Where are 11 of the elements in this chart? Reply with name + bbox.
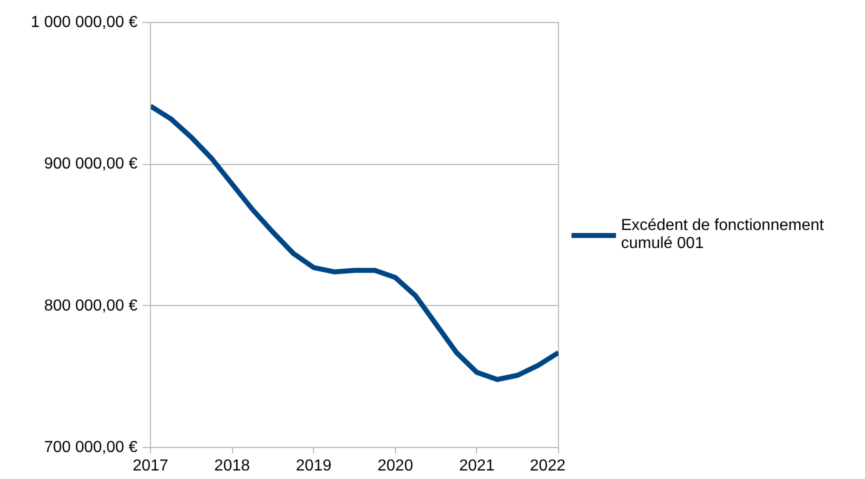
- x-tick-label: 2020: [378, 458, 414, 474]
- legend-label: Excédent de fonctionnement cumulé 001: [621, 216, 824, 252]
- x-tick-label: 2019: [296, 458, 332, 474]
- y-tick-label: 800 000,00 €: [44, 297, 138, 314]
- x-tick-label: 2021: [459, 458, 495, 474]
- y-tick-label: 900 000,00 €: [44, 156, 138, 173]
- y-tick-label: 1 000 000,00 €: [30, 14, 138, 31]
- x-tick-label: 2022: [530, 458, 566, 474]
- x-tick-label: 2018: [214, 458, 250, 474]
- y-tick-label: 700 000,00 €: [44, 439, 138, 456]
- x-tick-label: 2017: [132, 458, 168, 474]
